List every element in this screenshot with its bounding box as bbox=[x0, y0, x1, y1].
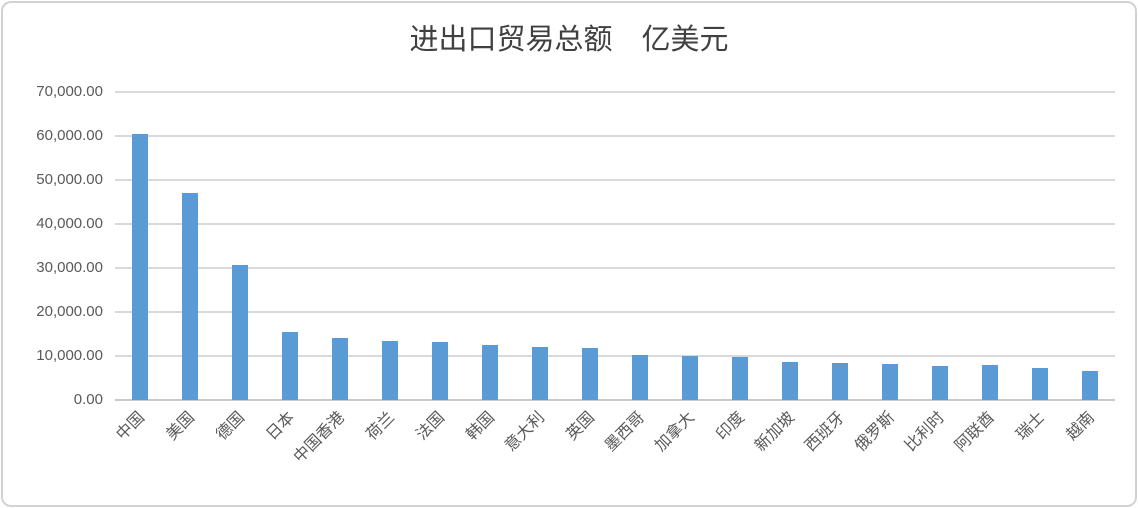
bar-slot bbox=[165, 92, 215, 400]
y-tick-label: 50,000.00 bbox=[36, 171, 103, 188]
bar-slot bbox=[215, 92, 265, 400]
chart-title: 进出口贸易总额 亿美元 bbox=[409, 24, 729, 56]
bar bbox=[382, 341, 398, 400]
bar-slot bbox=[915, 92, 965, 400]
bar-slot bbox=[965, 92, 1015, 400]
x-tick-label: 荷兰 bbox=[363, 409, 399, 444]
bar-slot bbox=[665, 92, 715, 400]
plot-area bbox=[115, 91, 1115, 401]
gridline bbox=[115, 135, 1115, 137]
bar bbox=[232, 265, 248, 400]
x-tick-label: 西班牙 bbox=[802, 409, 849, 455]
bar bbox=[982, 365, 998, 400]
gridline bbox=[115, 91, 1115, 93]
bar bbox=[332, 338, 348, 400]
x-tick-label: 阿联酋 bbox=[952, 409, 999, 455]
bar bbox=[782, 361, 798, 400]
gridline bbox=[115, 311, 1115, 313]
gridline bbox=[115, 179, 1115, 181]
x-tick-label: 加拿大 bbox=[652, 409, 699, 455]
bar-slot bbox=[715, 92, 765, 400]
bar-slot bbox=[1065, 92, 1115, 400]
gridline bbox=[115, 355, 1115, 357]
x-axis-line bbox=[115, 399, 1115, 401]
bar bbox=[282, 332, 298, 400]
y-tick-label: 10,000.00 bbox=[36, 347, 103, 364]
bar bbox=[832, 363, 848, 400]
bar bbox=[1082, 370, 1098, 400]
gridline bbox=[115, 267, 1115, 269]
y-tick-label: 0.00 bbox=[73, 391, 103, 408]
bar bbox=[882, 363, 898, 400]
x-tick-label: 日本 bbox=[263, 409, 299, 444]
y-tick-label: 60,000.00 bbox=[36, 127, 103, 144]
bar bbox=[732, 357, 748, 400]
bar-slot bbox=[515, 92, 565, 400]
x-tick-label: 比利时 bbox=[902, 409, 949, 455]
y-tick-label: 20,000.00 bbox=[36, 303, 103, 320]
bar bbox=[532, 346, 548, 400]
x-tick-label: 德国 bbox=[213, 409, 249, 444]
bar bbox=[482, 344, 498, 400]
x-tick-label: 瑞士 bbox=[1013, 409, 1049, 444]
x-tick-label: 法国 bbox=[413, 409, 449, 444]
bar-slot bbox=[365, 92, 415, 400]
bar bbox=[582, 347, 598, 400]
y-tick-label: 40,000.00 bbox=[36, 215, 103, 232]
y-tick-label: 70,000.00 bbox=[36, 83, 103, 100]
bar-slot bbox=[565, 92, 615, 400]
x-tick-label: 中国香港 bbox=[290, 409, 349, 467]
x-tick-label: 墨西哥 bbox=[602, 409, 649, 455]
bar-slot bbox=[765, 92, 815, 400]
bar-slot bbox=[315, 92, 365, 400]
bar bbox=[632, 355, 648, 400]
bar bbox=[682, 355, 698, 400]
bar-slot bbox=[115, 92, 165, 400]
x-tick-label: 英国 bbox=[563, 409, 599, 444]
x-tick-label: 越南 bbox=[1063, 409, 1099, 444]
bar-slot bbox=[615, 92, 665, 400]
bar-slot bbox=[865, 92, 915, 400]
bar-slot bbox=[465, 92, 515, 400]
y-tick-label: 30,000.00 bbox=[36, 259, 103, 276]
bar-slot bbox=[1015, 92, 1065, 400]
x-tick-label: 俄罗斯 bbox=[852, 409, 899, 455]
bar-slot bbox=[415, 92, 465, 400]
bar-slot bbox=[265, 92, 315, 400]
x-tick-label: 印度 bbox=[713, 409, 749, 444]
bar bbox=[932, 365, 948, 400]
bar bbox=[1032, 368, 1048, 400]
bar bbox=[132, 133, 148, 400]
bar-slot bbox=[815, 92, 865, 400]
bar bbox=[182, 192, 198, 400]
x-tick-label: 中国 bbox=[113, 409, 149, 444]
x-tick-label: 新加坡 bbox=[752, 409, 799, 455]
bar bbox=[432, 342, 448, 400]
gridline bbox=[115, 223, 1115, 225]
x-tick-label: 美国 bbox=[163, 409, 199, 444]
x-tick-label: 韩国 bbox=[463, 409, 499, 444]
x-tick-label: 意大利 bbox=[502, 409, 549, 455]
